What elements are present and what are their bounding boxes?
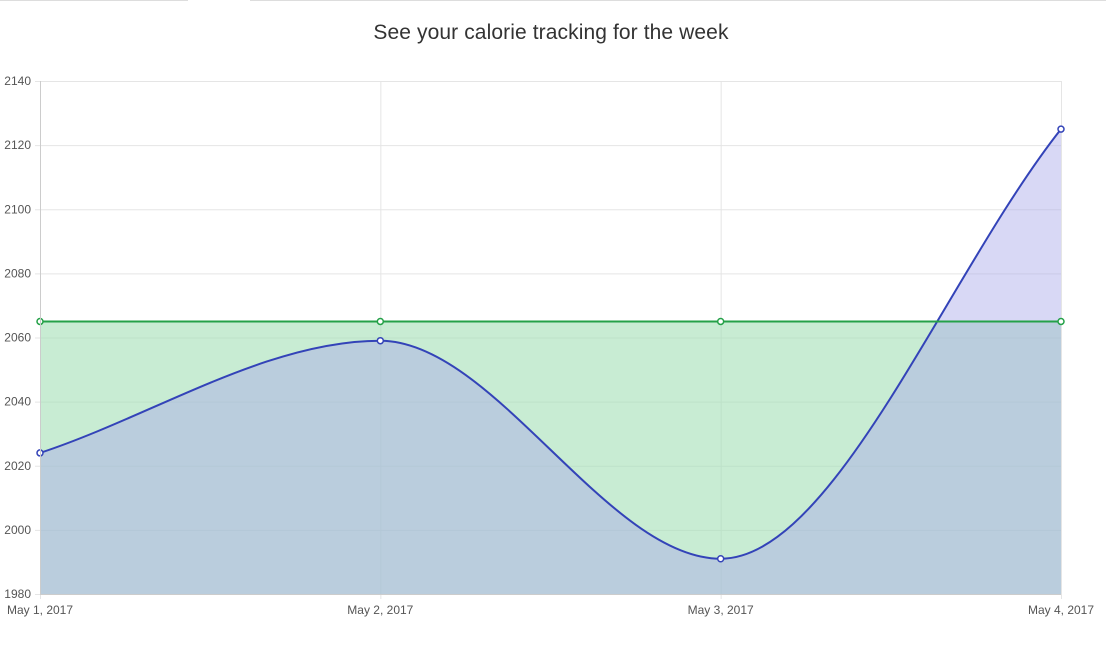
target-point [716,317,725,326]
axes: 1980 2000 2020 2040 2060 2080 2100 2120 2140 May … [4,74,1094,617]
x-tick-label: May 4, 2017 [1028,603,1094,617]
calorie-point [1057,125,1065,133]
top-divider-left [0,0,188,1]
y-tick-label: 2060 [4,331,31,345]
y-tick-label: 2120 [4,138,31,152]
calorie-area [40,129,1061,594]
calorie-point [716,554,725,563]
x-tick-label: May 3, 2017 [688,603,754,617]
y-tick-label: 2000 [4,523,31,537]
y-tick-label: 2020 [4,459,31,473]
y-tick-label: 2040 [4,395,31,409]
top-divider-right [250,0,1106,1]
areas [40,129,1061,594]
calorie-point [376,336,385,345]
target-area [40,321,1061,594]
lines [39,128,1062,560]
y-tick-label: 2080 [4,266,31,280]
x-tick-label: May 1, 2017 [7,603,73,617]
x-tick-label: May 2, 2017 [347,603,413,617]
y-tick-label: 1980 [4,587,31,601]
y-tick-label: 2100 [4,202,31,216]
y-tick-label: 2140 [4,74,31,88]
chart-title: See your calorie tracking for the week [373,21,729,44]
target-point [1057,317,1065,326]
calorie-line [39,128,1062,560]
target-point [376,317,385,326]
